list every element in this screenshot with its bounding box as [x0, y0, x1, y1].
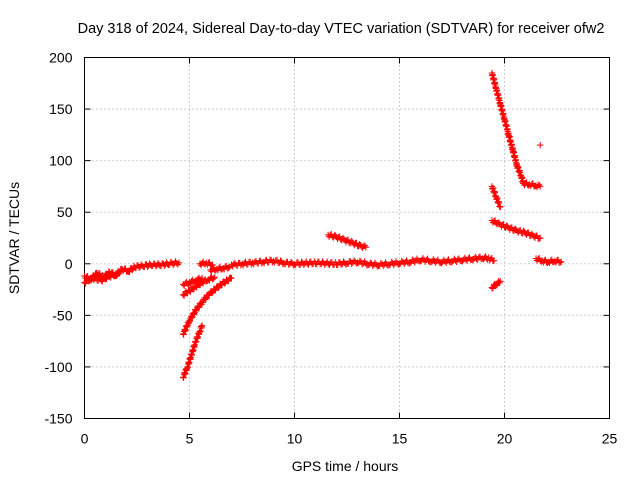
data-point: [537, 141, 544, 149]
x-tick-labels: 0 5 10 15 20 25: [81, 431, 618, 447]
y-tick-label: 200: [49, 50, 73, 66]
data-point: [202, 295, 210, 302]
data-point: [356, 257, 364, 265]
data-point: [227, 274, 234, 281]
data-point: [558, 258, 565, 265]
series-pass-12: [520, 179, 544, 191]
series-pass-10: [324, 230, 370, 252]
y-tick-label: 150: [49, 101, 73, 117]
series-pass-2: [81, 270, 122, 287]
y-tick-labels: -150 -100 -50 0 50 100 150 200: [44, 50, 72, 427]
data-point: [208, 289, 216, 297]
data-point: [508, 224, 516, 231]
y-tick-label: 100: [49, 153, 73, 169]
y-tick-label: -50: [52, 307, 72, 323]
data-point: [497, 203, 504, 211]
series-pass-5: [180, 273, 218, 299]
data-point: [198, 322, 206, 329]
data-points: [81, 69, 565, 381]
data-point: [188, 314, 195, 321]
data-point: [114, 270, 122, 278]
chart-title: Day 318 of 2024, Sidereal Day-to-day VTE…: [78, 21, 605, 37]
series-pass-13: [488, 183, 504, 211]
data-point: [225, 277, 232, 285]
data-point: [535, 235, 543, 242]
series-pass-3: [180, 322, 206, 381]
x-tick-label: 10: [287, 431, 303, 447]
data-point: [490, 257, 498, 264]
data-point: [332, 232, 339, 239]
data-point: [86, 277, 93, 285]
data-point: [340, 235, 348, 242]
series-pass-8: [207, 262, 233, 275]
data-point: [496, 279, 503, 287]
data-point: [287, 258, 295, 266]
series-pass-14: [488, 217, 544, 242]
data-point: [202, 296, 209, 303]
data-point: [215, 284, 222, 292]
data-point: [361, 242, 369, 249]
series-pass-9: [228, 253, 498, 270]
data-point: [556, 259, 564, 266]
data-point: [228, 275, 235, 282]
data-point: [390, 261, 397, 269]
series-pass-1: [81, 258, 183, 284]
data-point: [459, 258, 466, 265]
data-point: [198, 275, 206, 282]
x-tick-label: 15: [392, 431, 408, 447]
y-tick-label: 0: [65, 256, 73, 272]
series-pass-16: [532, 254, 565, 267]
data-point: [210, 275, 217, 282]
series-pass-17: [537, 141, 544, 149]
data-point: [193, 307, 200, 315]
data-point: [406, 259, 414, 267]
plot-frame: [84, 57, 610, 419]
series-pass-11: [488, 69, 527, 187]
data-point: [211, 273, 218, 281]
data-point: [175, 259, 183, 266]
data-point: [336, 233, 343, 240]
y-tick-label: -100: [44, 359, 72, 375]
y-axis-title: SDTVAR / TECUs: [6, 182, 22, 294]
data-point: [362, 244, 370, 251]
axis-ticks: [84, 57, 610, 419]
data-point: [186, 317, 194, 325]
series-pass-4: [180, 274, 235, 338]
data-point: [537, 234, 544, 242]
x-tick-label: 0: [81, 431, 89, 447]
series-pass-6: [180, 274, 206, 289]
x-tick-label: 5: [186, 431, 194, 447]
data-point: [195, 304, 202, 311]
x-tick-label: 20: [497, 431, 513, 447]
x-axis-title: GPS time / hours: [292, 458, 399, 474]
y-tick-label: 50: [57, 204, 73, 220]
data-point: [497, 278, 504, 285]
series-pass-15: [488, 277, 504, 292]
data-point: [500, 221, 507, 228]
data-point: [344, 236, 352, 244]
data-point: [504, 223, 511, 230]
data-point: [537, 183, 544, 190]
data-point: [225, 264, 232, 272]
x-tick-label: 25: [602, 431, 618, 447]
y-tick-label: -150: [44, 411, 72, 427]
data-point: [197, 276, 205, 283]
data-point: [277, 257, 284, 264]
series-pass-7: [196, 258, 216, 269]
